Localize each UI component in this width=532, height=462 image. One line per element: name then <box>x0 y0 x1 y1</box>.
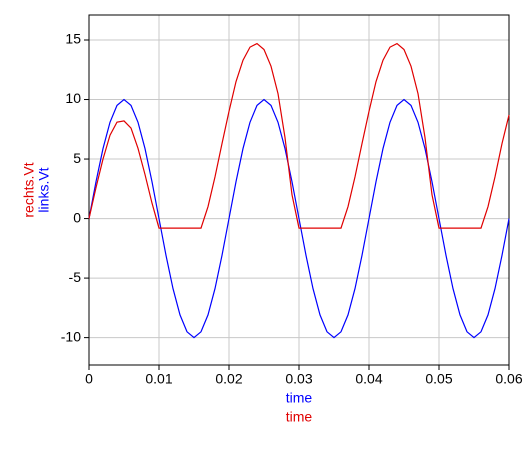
y-tick-label: 0 <box>73 209 81 225</box>
x-tick-label: 0.01 <box>145 371 172 387</box>
y-axis-label: rechts.Vt <box>21 162 37 217</box>
plot-frame <box>88 14 510 366</box>
y-tick-label: 15 <box>65 31 81 47</box>
y-tick-label: 5 <box>73 150 81 166</box>
y-tick-label: -5 <box>69 269 82 285</box>
x-tick-label: 0.04 <box>355 371 382 387</box>
y-tick-label: -10 <box>61 328 81 344</box>
x-tick-label: 0.03 <box>285 371 312 387</box>
x-tick-label: 0.06 <box>495 371 522 387</box>
x-tick-label: 0.02 <box>215 371 242 387</box>
y-tick-label: 10 <box>65 90 81 106</box>
x-tick-label: 0.05 <box>425 371 452 387</box>
x-tick-label: 0 <box>85 371 93 387</box>
x-axis-label: time <box>286 409 313 425</box>
series-line <box>88 42 510 229</box>
x-axis-label: time <box>286 390 313 406</box>
y-axis-label: links.Vt <box>36 167 52 212</box>
series-line <box>88 98 510 339</box>
